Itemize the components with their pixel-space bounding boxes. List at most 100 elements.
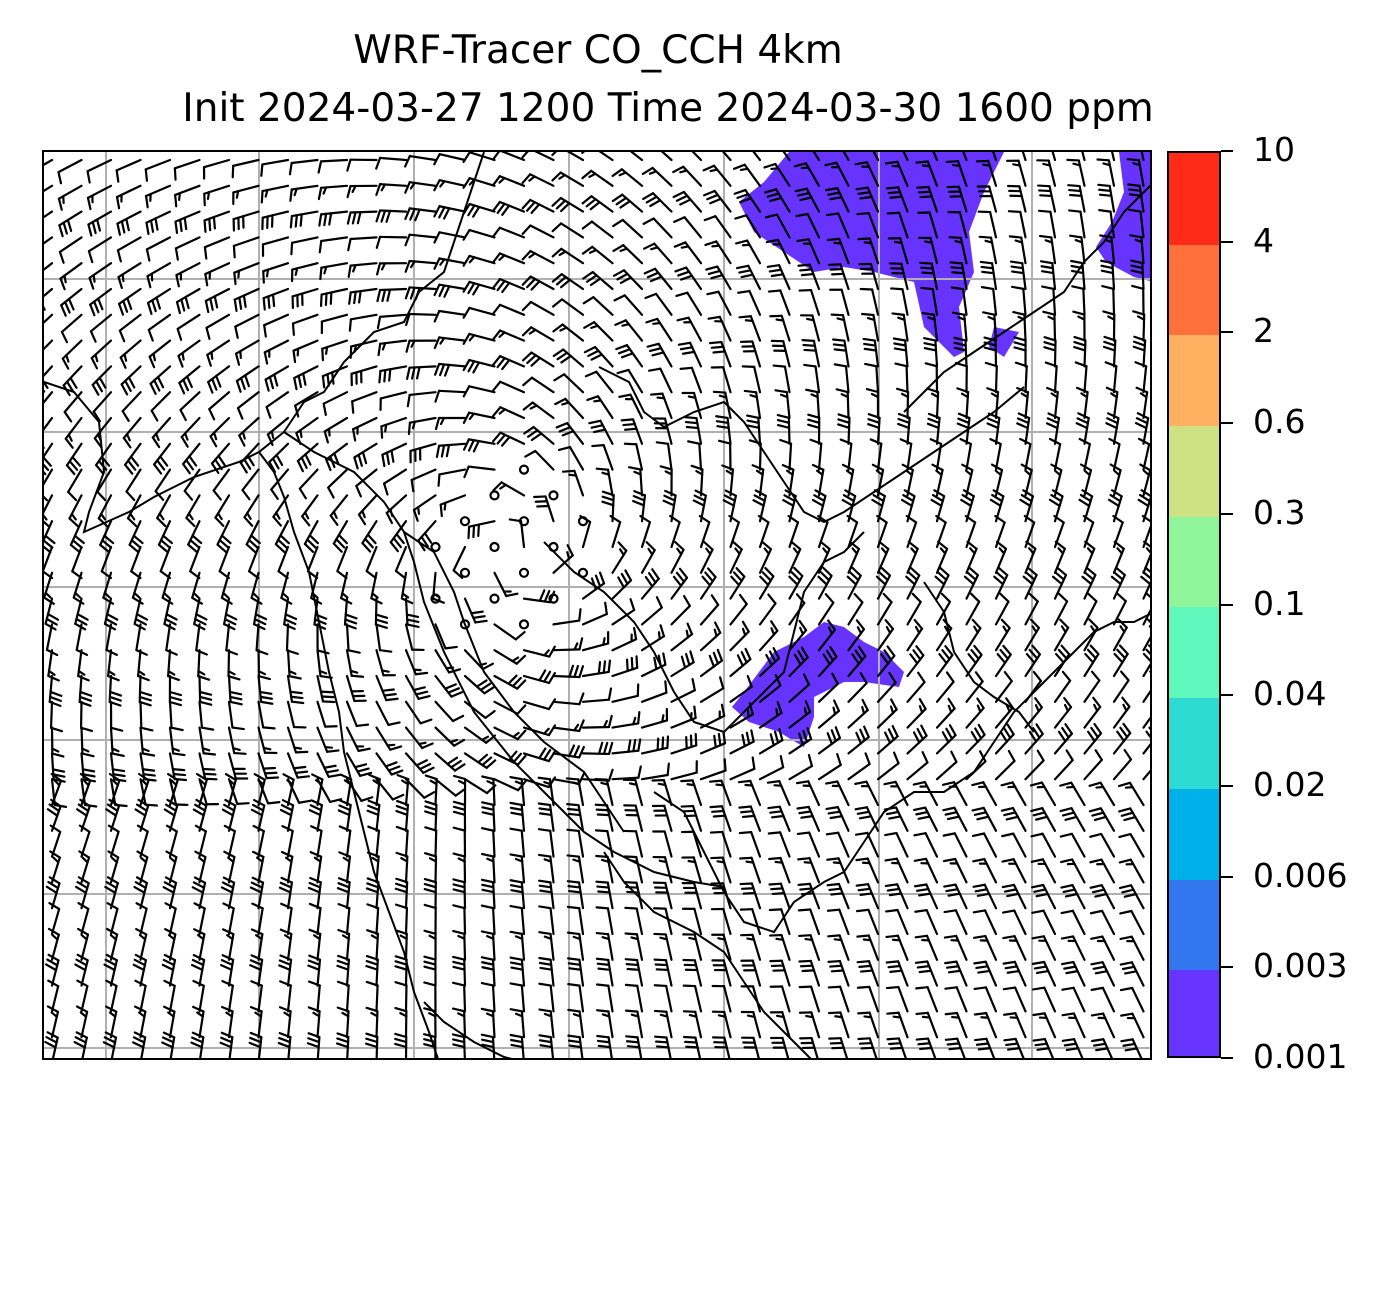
- wind-barb: [345, 726, 371, 752]
- wind-barb: [1142, 726, 1150, 755]
- wind-barb: [210, 442, 231, 475]
- wind-barb: [788, 700, 812, 729]
- wind-barb: [433, 336, 467, 350]
- wind-barb: [462, 358, 496, 374]
- wind-barb: [339, 773, 353, 807]
- wind-barb: [797, 857, 821, 884]
- wind-barb: [1002, 986, 1027, 1013]
- wind-barb: [389, 520, 408, 553]
- wind-barb: [493, 700, 527, 715]
- wind-barb: [1003, 1037, 1025, 1058]
- wind-barb: [44, 158, 54, 166]
- wind-barb: [566, 854, 585, 884]
- wind-barb: [146, 262, 172, 289]
- wind-barb: [652, 830, 673, 858]
- wind-barb: [906, 645, 925, 678]
- wind-barb: [44, 236, 54, 245]
- wind-barb: [521, 173, 555, 187]
- wind-barb: [157, 520, 173, 554]
- wind-barb: [222, 902, 235, 936]
- wind-barb: [1059, 832, 1086, 858]
- wind-barb: [522, 747, 557, 763]
- wind-barb: [44, 953, 60, 987]
- wind-barb: [286, 649, 302, 680]
- wind-barb: [692, 489, 707, 523]
- wind-barb: [1024, 592, 1039, 626]
- wind-barb: [972, 883, 998, 910]
- wind-barb: [919, 261, 939, 291]
- wind-barb: [206, 339, 231, 367]
- wind-barb: [1008, 235, 1027, 265]
- wind-barb: [1066, 158, 1086, 187]
- wind-barb: [614, 319, 644, 342]
- wind-barb: [395, 851, 409, 884]
- wind-barb: [729, 620, 750, 652]
- wind-barb: [552, 692, 585, 706]
- wind-barb: [699, 648, 724, 678]
- wind-barb: [150, 391, 172, 422]
- wind-barb: [566, 931, 585, 961]
- wind-barb: [959, 438, 972, 471]
- wind-barb: [769, 933, 791, 961]
- wind-barb: [252, 850, 265, 884]
- wind-barb: [291, 287, 319, 309]
- wind-barb: [885, 908, 909, 936]
- wind-barb: [294, 391, 319, 418]
- wind-barb: [1097, 183, 1116, 213]
- wind-barb: [817, 566, 833, 600]
- wind-barb: [355, 468, 378, 498]
- wind-barb: [896, 412, 911, 445]
- wind-barb: [434, 649, 462, 674]
- wind-barb: [914, 909, 939, 936]
- wind-barb: [594, 829, 614, 858]
- wind-barb: [1001, 909, 1027, 936]
- wind-barb: [581, 571, 606, 600]
- wind-barb: [423, 903, 437, 936]
- wind-barb: [913, 883, 939, 910]
- wind-barb: [423, 981, 437, 1013]
- wind-barb: [682, 958, 703, 987]
- wind-barb: [948, 236, 968, 265]
- wind-barb: [1140, 152, 1145, 162]
- wind-barb: [162, 876, 178, 910]
- wind-barb: [795, 780, 821, 807]
- wind-barb: [260, 184, 290, 204]
- wind-barb: [913, 832, 939, 858]
- wind-barb: [439, 494, 467, 518]
- wind-barb: [827, 263, 850, 291]
- wind-barb: [493, 726, 527, 741]
- wind-barb: [1098, 209, 1116, 239]
- wind-barb: [699, 540, 714, 574]
- wind-barb: [64, 416, 83, 449]
- wind-barb: [885, 934, 909, 961]
- wind-barb: [980, 286, 998, 316]
- wind-barb: [48, 901, 61, 936]
- wind-barb: [708, 340, 732, 368]
- wind-barb: [76, 979, 89, 1013]
- wind-barb: [757, 514, 770, 549]
- wind-barb: [480, 852, 496, 884]
- wind-barb: [135, 902, 148, 936]
- wind-barb: [327, 468, 349, 499]
- wind-barb: [404, 154, 437, 168]
- wind-barb: [708, 779, 732, 807]
- wind-barb: [796, 805, 821, 832]
- wind-barb: [1130, 259, 1145, 291]
- wind-barb: [1000, 781, 1027, 807]
- wind-barb: [249, 1005, 263, 1039]
- wind-barb: [1024, 644, 1042, 678]
- wind-barb: [395, 825, 409, 858]
- wind-barb: [1073, 335, 1087, 368]
- wind-barb: [89, 313, 113, 343]
- wind-barb: [962, 152, 968, 162]
- wind-barb: [1100, 259, 1116, 291]
- wind-barb: [705, 265, 732, 291]
- wind-barb: [139, 700, 154, 732]
- colorbar-segment: [1169, 243, 1219, 336]
- wind-barb: [767, 289, 791, 316]
- wind-barb: [219, 1031, 234, 1058]
- wind-barb: [491, 252, 526, 265]
- wind-barb: [1119, 909, 1145, 936]
- wind-barb: [646, 342, 673, 368]
- wind-barb: [817, 593, 835, 626]
